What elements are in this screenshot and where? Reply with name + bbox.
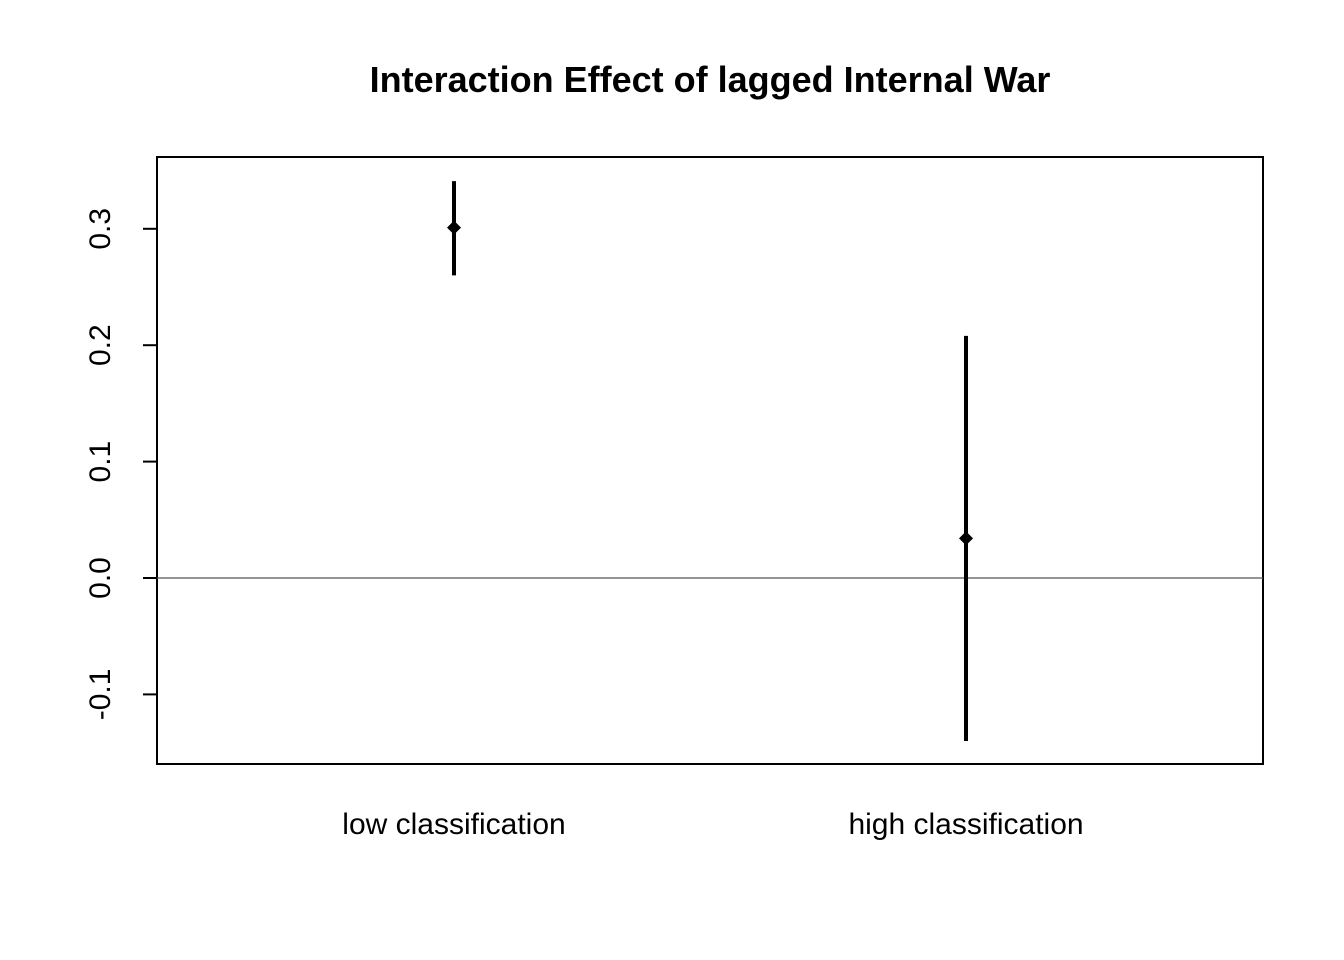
chart-title: Interaction Effect of lagged Internal Wa… — [370, 59, 1051, 100]
y-axis-ticks — [143, 227, 157, 696]
point-estimate — [959, 531, 973, 546]
y-tick-label: 0.1 — [84, 441, 117, 483]
category-label: low classification — [342, 808, 565, 841]
y-tick-label: 0.2 — [84, 324, 117, 366]
error-bars — [452, 181, 968, 741]
category-label: high classification — [848, 808, 1083, 841]
plot-frame — [156, 156, 1264, 765]
point-estimate — [447, 220, 461, 235]
y-tick-label: 0.3 — [84, 208, 117, 250]
y-tick-label: -0.1 — [84, 669, 117, 721]
point-estimates — [447, 220, 973, 546]
y-tick-label: 0.0 — [84, 557, 117, 599]
category-labels: low classification high classification — [342, 808, 1083, 841]
y-axis-tick-labels: -0.1 0.0 0.1 0.2 0.3 — [84, 208, 117, 720]
